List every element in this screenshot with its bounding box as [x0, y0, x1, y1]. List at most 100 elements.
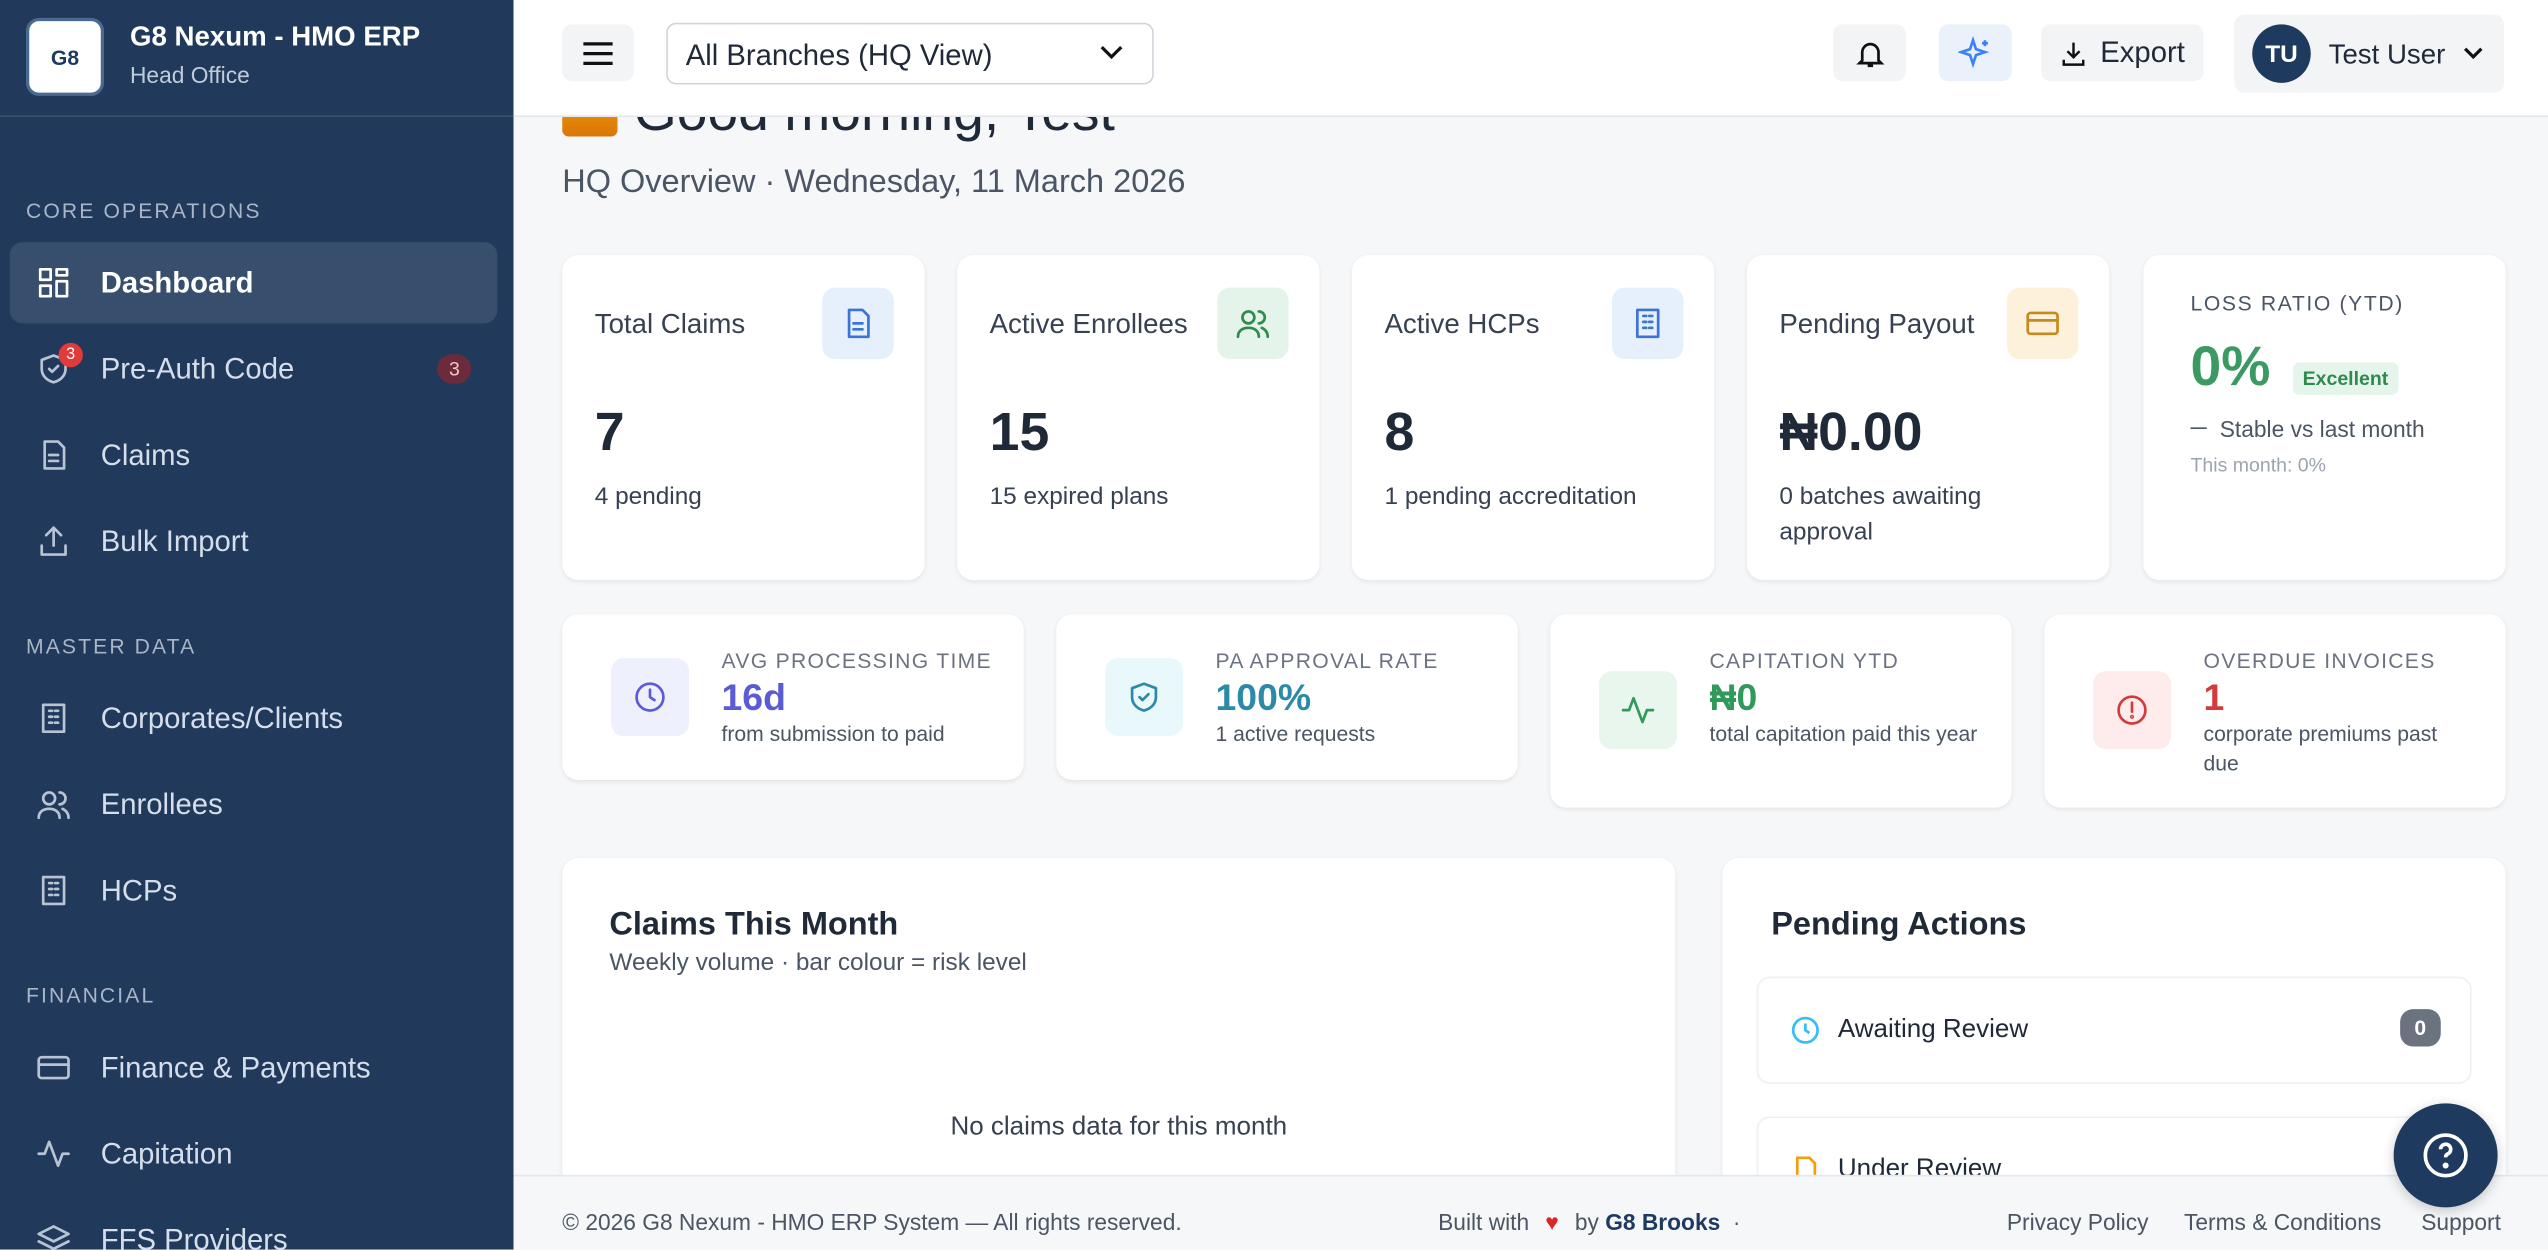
footer-link[interactable]: Privacy Policy	[2006, 1209, 2149, 1235]
label: Total Claims	[594, 308, 746, 340]
value: 8	[1384, 401, 1415, 462]
label: PA APPROVAL RATE	[1215, 648, 1439, 673]
trend: Stable vs last month	[2219, 416, 2425, 442]
label: Pending Payout	[1779, 308, 1975, 340]
metric-card: CAPITATION YTD ₦0 total capitation paid th…	[1550, 614, 2012, 808]
nav-item[interactable]: Corporates/Clients	[10, 678, 498, 759]
greeting-subtitle: HQ Overview · Wednesday, 11 March 2026	[562, 164, 1186, 200]
note: 0 batches awaiting approval	[1779, 482, 1982, 546]
metric-icon	[611, 658, 689, 737]
label: Dashboard	[100, 265, 254, 299]
note: total capitation paid this year	[1709, 721, 1978, 746]
metric-icon	[2093, 671, 2171, 750]
user-menu[interactable]: TU Test User	[2234, 14, 2505, 93]
value: ₦0	[1709, 676, 1758, 719]
user-name: Test User	[2328, 39, 2446, 70]
stat-icon	[1217, 287, 1289, 360]
label: Bulk Import	[100, 524, 249, 557]
text: Built with	[1438, 1209, 1530, 1235]
stat-card: Total Claims 7 4 pending	[562, 255, 925, 581]
value: 15	[989, 401, 1050, 462]
label: OVERDUE INVOICES	[2203, 648, 2436, 673]
nav-item[interactable]: Bulk Import	[10, 501, 498, 582]
icon-badge: 3	[58, 342, 83, 368]
title: Pending Actions	[1771, 906, 2027, 943]
metric-card: AVG PROCESSING TIME 16d from submission to…	[562, 614, 1024, 780]
label: Awaiting Review	[1837, 1015, 2029, 1044]
label: Export	[2100, 35, 2185, 69]
count: 0	[2399, 1009, 2441, 1047]
label: CAPITATION YTD	[1709, 648, 1900, 673]
label: HCPs	[100, 873, 178, 906]
brand-name: G8 Nexum - HMO ERP	[130, 21, 421, 52]
section-title: FINANCIAL	[26, 983, 156, 1008]
stat-icon	[822, 287, 894, 360]
label: Capitation	[100, 1136, 233, 1170]
section-title: MASTER DATA	[26, 633, 197, 659]
value: 16d	[721, 676, 786, 719]
export-button[interactable]: Export	[2041, 24, 2204, 82]
note: from submission to paid	[721, 721, 945, 746]
label: Claims	[100, 437, 191, 471]
nav-item[interactable]: Capitation	[10, 1113, 498, 1194]
text: by	[1574, 1209, 1599, 1235]
nav-item[interactable]: Dashboard	[9, 242, 498, 324]
label: AVG PROCESSING TIME	[721, 648, 992, 673]
label: Enrollees	[100, 787, 223, 820]
note: 4 pending	[594, 482, 702, 511]
menu-button[interactable]	[562, 24, 634, 82]
note: 1 active requests	[1215, 721, 1376, 746]
loss-ratio-card: LOSS RATIO (YTD) 0% Excellent Stable vs …	[2143, 255, 2506, 581]
notifications[interactable]	[1833, 24, 1907, 82]
label: Pre-Auth Code	[100, 351, 295, 385]
section-title: CORE OPERATIONS	[26, 198, 262, 223]
footer-link[interactable]: Terms & Conditions	[2184, 1209, 2382, 1235]
brand-subtitle: Head Office	[130, 61, 250, 88]
branch-select[interactable]: All Branches (HQ View)	[666, 22, 1154, 85]
status: Excellent	[2292, 362, 2399, 395]
value: ₦0.00	[1779, 401, 1923, 462]
nav-item[interactable]: Enrollees	[10, 764, 498, 845]
title: Claims This Month	[609, 906, 899, 943]
logo: G8	[26, 17, 104, 96]
month: This month: 0%	[2190, 453, 2326, 477]
metric-card: OVERDUE INVOICES 1 corporate premiums past…	[2044, 614, 2506, 808]
label: Finance & Payments	[100, 1050, 371, 1084]
stat-card: Active HCPs 8 1 pending accreditation	[1352, 255, 1715, 581]
label: Corporates/Clients	[100, 701, 343, 734]
subtitle: Weekly volume · bar colour = risk level	[609, 949, 1027, 977]
value: 0%	[2190, 336, 2271, 399]
note: 15 expired plans	[989, 482, 1169, 511]
action-item[interactable]: Awaiting Review 0	[1756, 976, 2472, 1084]
label: Active HCPs	[1384, 308, 1540, 340]
stat-icon	[2006, 287, 2079, 360]
metric-card: PA APPROVAL RATE 100% 1 active requests	[1056, 614, 1518, 780]
topbar: All Branches (HQ View) Export TU Test Us…	[513, 0, 2548, 117]
nav-item[interactable]: Pre-Auth Code 3 3	[10, 328, 498, 409]
value: 1	[2203, 676, 2225, 719]
ai-button[interactable]	[1938, 24, 2012, 82]
nav-item[interactable]: Finance & Payments	[10, 1027, 498, 1108]
main: Good morning, Test HQ Overview · Wednesd…	[513, 0, 2548, 1250]
trend-icon	[2190, 427, 2207, 429]
empty-state: No claims data for this month	[950, 1113, 1288, 1141]
value: 100%	[1215, 676, 1312, 719]
built-with: Built with ♥ by G8 Brooks ·	[1438, 1209, 1741, 1235]
nav-item[interactable]: Claims	[10, 414, 498, 495]
badge: 3	[437, 354, 472, 384]
note: 1 pending accreditation	[1384, 482, 1637, 511]
label: FFS Providers	[100, 1222, 288, 1250]
author[interactable]: G8 Brooks	[1605, 1209, 1721, 1235]
avatar: TU	[2252, 24, 2311, 83]
footer-link[interactable]: Support	[2421, 1209, 2501, 1235]
nav-item[interactable]: FFS Providers	[10, 1199, 498, 1250]
stat-icon	[1612, 287, 1684, 360]
sidebar: G8 G8 Nexum - HMO ERP Head Office CORE O…	[0, 0, 514, 1250]
label: LOSS RATIO (YTD)	[2190, 290, 2404, 316]
value: 7	[594, 401, 625, 462]
help-button[interactable]	[2393, 1103, 2498, 1208]
note: corporate premiums past due	[2203, 721, 2438, 776]
label: Active Enrollees	[989, 308, 1188, 340]
nav-item[interactable]: HCPs	[10, 850, 498, 931]
